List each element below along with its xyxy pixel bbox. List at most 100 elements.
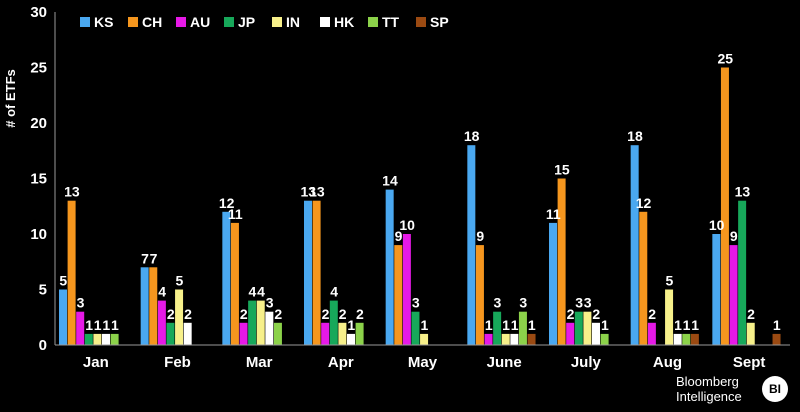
bar-hk-feb	[183, 322, 192, 345]
bar-ch-june	[475, 245, 484, 345]
bar-ks-july	[549, 222, 557, 345]
data-label-ks-feb: 7	[141, 250, 149, 266]
data-label-ch-jan: 13	[64, 184, 80, 200]
bar-tt-apr	[355, 322, 364, 345]
bar-in-sept	[746, 322, 755, 345]
y-tick-label: 0	[39, 337, 47, 354]
bar-tt-jan	[110, 333, 119, 345]
legend-label-sp: SP	[430, 14, 449, 30]
data-label-ks-mar: 12	[219, 195, 235, 211]
data-label-ch-june: 9	[476, 228, 484, 244]
bi-badge: BI	[762, 376, 788, 402]
legend-swatch-tt	[368, 17, 378, 27]
data-label-jp-apr: 4	[330, 284, 338, 300]
y-tick-label: 20	[30, 115, 47, 132]
legend-swatch-au	[176, 17, 186, 27]
data-label-sp-june: 1	[528, 317, 536, 333]
data-label-jp-jan: 1	[85, 317, 93, 333]
data-label-jp-july: 3	[575, 295, 583, 311]
y-axis-label: # of ETFs	[3, 69, 18, 128]
data-label-ch-mar: 11	[228, 206, 243, 222]
data-label-in-july: 3	[584, 295, 592, 311]
bar-jp-may	[411, 311, 420, 345]
data-label-sp-sept: 1	[773, 317, 781, 333]
data-label-tt-june: 3	[519, 295, 527, 311]
bar-in-mar	[256, 300, 265, 345]
legend-swatch-in	[272, 17, 282, 27]
data-label-tt-mar: 2	[274, 306, 282, 322]
data-label-ch-apr: 13	[309, 184, 325, 200]
data-label-in-mar: 4	[257, 284, 265, 300]
bar-jp-feb	[166, 322, 175, 345]
x-tick-label: June	[487, 354, 522, 371]
x-tick-label: Mar	[246, 354, 273, 371]
data-label-ks-may: 14	[382, 173, 398, 189]
legend-swatch-jp	[224, 17, 234, 27]
bar-au-feb	[157, 300, 166, 345]
legend-label-au: AU	[190, 14, 210, 30]
data-label-au-feb: 4	[158, 284, 166, 300]
bloomberg-intelligence-logo: Bloomberg Intelligence	[676, 374, 742, 404]
bar-ks-sept	[712, 234, 721, 345]
data-label-au-may: 10	[399, 217, 415, 233]
data-label-au-july: 2	[567, 306, 575, 322]
legend-swatch-sp	[416, 17, 426, 27]
data-label-jp-mar: 4	[249, 284, 257, 300]
bar-tt-mar	[273, 322, 282, 345]
x-tick-label: Sept	[733, 354, 766, 371]
bar-au-july	[566, 322, 575, 345]
bar-ch-july	[557, 178, 566, 345]
bar-au-sept	[729, 245, 738, 345]
bar-in-apr	[338, 322, 347, 345]
y-tick-label: 10	[30, 226, 47, 243]
bar-ks-aug	[630, 145, 639, 345]
data-label-hk-jan: 1	[102, 317, 110, 333]
data-label-au-jan: 3	[77, 295, 85, 311]
data-label-hk-aug: 1	[674, 317, 682, 333]
bar-ks-mar	[222, 211, 231, 345]
bar-jp-mar	[248, 300, 257, 345]
data-label-in-jan: 1	[94, 317, 102, 333]
data-label-ks-jan: 5	[59, 273, 67, 289]
x-tick-label: Feb	[164, 354, 191, 371]
data-label-tt-jan: 1	[111, 317, 119, 333]
bar-in-may	[420, 333, 429, 345]
data-label-ch-sept: 25	[717, 51, 733, 67]
bar-in-jan	[93, 333, 102, 345]
legend-label-ch: CH	[142, 14, 162, 30]
data-label-in-feb: 5	[175, 273, 183, 289]
bar-hk-apr	[347, 333, 355, 345]
data-label-jp-sept: 13	[735, 184, 751, 200]
bar-ch-apr	[312, 200, 321, 345]
data-label-au-june: 1	[485, 317, 493, 333]
data-label-in-may: 1	[420, 317, 428, 333]
data-label-in-sept: 2	[747, 306, 755, 322]
bar-au-june	[484, 333, 493, 345]
bar-in-aug	[665, 289, 674, 345]
data-label-ks-july: 11	[546, 206, 561, 222]
y-tick-label: 5	[39, 282, 47, 299]
bar-ch-mar	[230, 222, 239, 345]
bar-tt-aug	[682, 333, 691, 345]
bar-hk-july	[592, 322, 600, 345]
y-tick-label: 15	[30, 171, 47, 188]
data-label-hk-july: 2	[592, 306, 600, 322]
bar-hk-june	[510, 333, 519, 345]
bar-ks-jan	[59, 289, 67, 345]
data-label-au-aug: 2	[648, 306, 656, 322]
data-label-in-apr: 2	[339, 306, 347, 322]
bar-in-feb	[175, 289, 184, 345]
legend-label-jp: JP	[238, 14, 255, 30]
data-label-au-apr: 2	[322, 306, 330, 322]
data-label-au-mar: 2	[240, 306, 248, 322]
legend-label-in: IN	[286, 14, 300, 30]
bar-sp-june	[527, 333, 536, 345]
data-label-hk-june: 1	[511, 317, 519, 333]
legend-label-tt: TT	[382, 14, 400, 30]
data-label-jp-june: 3	[494, 295, 502, 311]
bar-au-aug	[647, 322, 656, 345]
legend-swatch-ch	[128, 17, 138, 27]
x-axis: Jan Feb Mar Apr May June July Aug Sept	[55, 344, 790, 371]
bar-ch-feb	[149, 267, 158, 345]
